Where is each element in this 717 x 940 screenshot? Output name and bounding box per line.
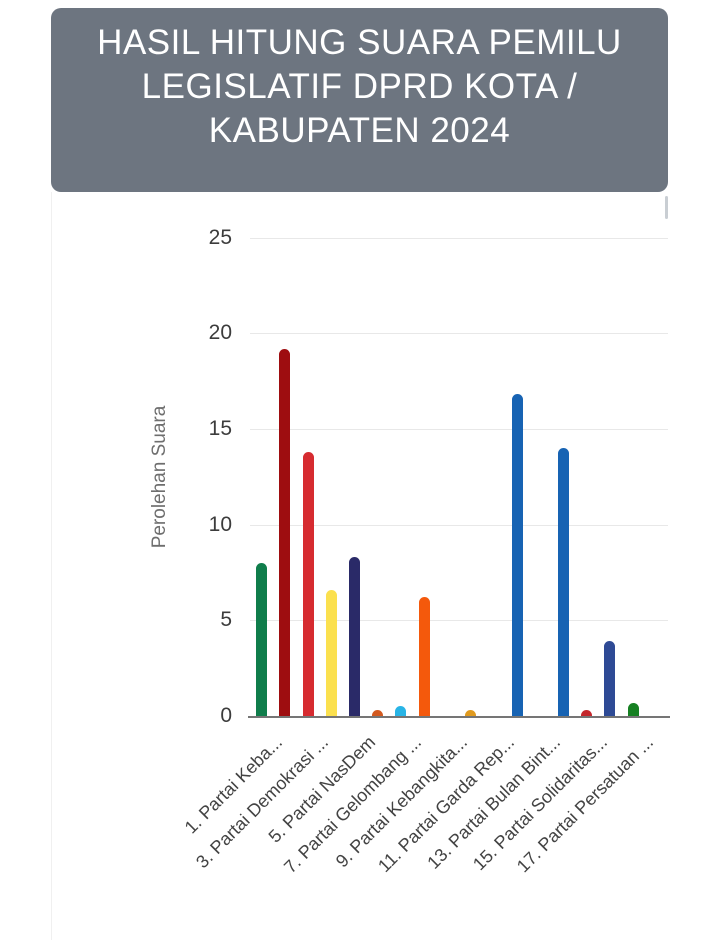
scrollbar-thumb[interactable] [665,196,668,219]
page-title-card: HASIL HITUNG SUARA PEMILU LEGISLATIF DPR… [51,8,668,192]
page-title: HASIL HITUNG SUARA PEMILU LEGISLATIF DPR… [97,22,622,151]
y-axis-title: Perolehan Suara [149,405,170,549]
chart-card [51,192,669,940]
